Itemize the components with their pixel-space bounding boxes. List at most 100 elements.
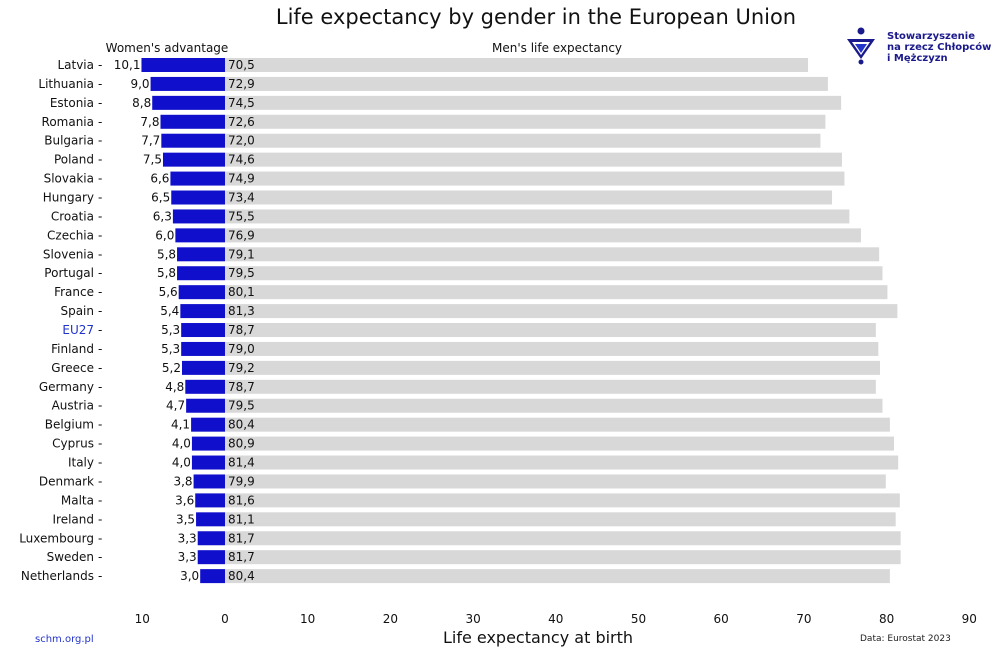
category-label: Slovenia [43, 247, 94, 261]
category-label: Italy [68, 456, 94, 470]
men-value-label: 74,6 [228, 153, 255, 167]
men-value-label: 80,9 [228, 437, 255, 451]
women-advantage-value-label: 6,3 [153, 209, 172, 223]
men-bar [225, 152, 842, 167]
women-advantage-bar [191, 436, 225, 451]
x-tick-label: 40 [548, 612, 563, 626]
category-label: Luxembourg [19, 531, 94, 545]
category-label: Finland [51, 342, 94, 356]
women-advantage-value-label: 5,6 [159, 285, 178, 299]
logo-line-2: na rzecz Chłopców [887, 42, 992, 53]
category-label: Poland [54, 153, 94, 167]
men-bar [225, 285, 888, 300]
women-advantage-value-label: 8,8 [132, 96, 151, 110]
women-advantage-bar [178, 285, 225, 300]
x-tick-label: 90 [962, 612, 977, 626]
category-label: Netherlands [21, 569, 94, 583]
category-tick: - [98, 247, 102, 261]
women-advantage-bar [197, 531, 225, 546]
category-label: Malta [61, 493, 94, 507]
women-advantage-value-label: 3,5 [176, 512, 195, 526]
series-header-men: Men's life expectancy [492, 41, 622, 55]
men-bar [225, 417, 890, 432]
category-label: Croatia [51, 209, 94, 223]
women-advantage-bar [181, 323, 225, 338]
men-value-label: 78,7 [228, 323, 255, 337]
women-advantage-value-label: 3,3 [178, 550, 197, 564]
men-value-label: 70,5 [228, 58, 255, 72]
men-value-label: 75,5 [228, 209, 255, 223]
category-label: Portugal [44, 266, 94, 280]
chart-title: Life expectancy by gender in the Europea… [275, 5, 797, 29]
men-value-label: 73,4 [228, 191, 255, 205]
x-tick-label: 70 [796, 612, 811, 626]
men-bar [225, 360, 880, 375]
category-tick: - [98, 437, 102, 451]
category-tick: - [98, 96, 102, 110]
category-tick: - [98, 323, 102, 337]
x-tick-label: 0 [221, 612, 229, 626]
category-tick: - [98, 531, 102, 545]
women-advantage-value-label: 4,7 [166, 399, 185, 413]
men-bar [225, 436, 895, 451]
women-advantage-bar [171, 190, 225, 205]
women-advantage-bar [193, 474, 225, 489]
men-bar [225, 304, 898, 319]
x-tick-label: 10 [135, 612, 150, 626]
men-bar [225, 58, 809, 72]
women-advantage-value-label: 5,8 [157, 247, 176, 261]
men-value-label: 72,9 [228, 77, 255, 91]
category-label: Slovakia [44, 172, 94, 186]
x-tick-label: 80 [879, 612, 894, 626]
category-label: Czechia [47, 228, 94, 242]
category-label: Lithuania [38, 77, 94, 91]
men-value-label: 79,2 [228, 361, 255, 375]
category-label: Greece [51, 361, 94, 375]
men-value-label: 74,5 [228, 96, 255, 110]
women-advantage-bar [180, 304, 225, 319]
men-bar [225, 323, 876, 338]
men-bar [225, 247, 880, 262]
men-bar [225, 133, 821, 148]
men-value-label: 81,1 [228, 512, 255, 526]
women-advantage-value-label: 4,0 [172, 437, 191, 451]
women-advantage-bar [196, 512, 225, 527]
category-tick: - [98, 304, 102, 318]
women-advantage-bar [161, 133, 225, 148]
men-value-label: 81,3 [228, 304, 255, 318]
x-tick-label: 10 [300, 612, 315, 626]
men-bar [225, 493, 900, 508]
series-header-women: Women's advantage [106, 41, 229, 55]
men-value-label: 79,5 [228, 266, 255, 280]
women-advantage-bar [191, 417, 225, 432]
women-advantage-bar [195, 493, 225, 508]
category-tick: - [98, 58, 102, 72]
women-advantage-value-label: 10,1 [114, 58, 141, 72]
women-advantage-value-label: 3,0 [180, 569, 199, 583]
women-advantage-value-label: 6,5 [151, 191, 170, 205]
category-tick: - [98, 569, 102, 583]
men-bar [225, 95, 842, 110]
men-value-label: 81,7 [228, 550, 255, 564]
women-advantage-value-label: 6,0 [155, 228, 174, 242]
data-source-note: Data: Eurostat 2023 [860, 634, 951, 644]
men-bar [225, 569, 890, 584]
source-site-link[interactable]: schm.org.pl [35, 634, 94, 645]
logo-text: Stowarzyszenie na rzecz Chłopców i Mężcz… [887, 31, 991, 64]
women-advantage-bar [162, 152, 225, 167]
women-advantage-value-label: 3,8 [173, 474, 192, 488]
women-advantage-bar [197, 550, 225, 565]
category-tick: - [98, 380, 102, 394]
women-advantage-bar [170, 171, 225, 186]
category-tick: - [98, 512, 102, 526]
women-advantage-bar [177, 266, 225, 281]
category-label: Bulgaria [44, 134, 94, 148]
women-advantage-bar [186, 398, 225, 413]
category-tick: - [98, 361, 102, 375]
category-tick: - [98, 285, 102, 299]
women-advantage-value-label: 9,0 [130, 77, 149, 91]
women-advantage-value-label: 5,3 [161, 323, 180, 337]
men-value-label: 76,9 [228, 228, 255, 242]
logo-line-3: i Mężczyzn [887, 53, 948, 64]
men-bar [225, 455, 899, 470]
